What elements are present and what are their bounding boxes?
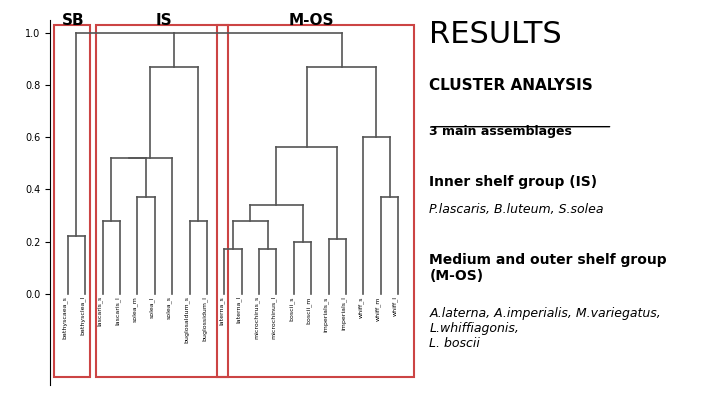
Text: laterna_s: laterna_s [219, 296, 225, 325]
Text: IS: IS [155, 13, 172, 28]
Text: buglossidum_l: buglossidum_l [201, 296, 207, 341]
Text: RESULTS: RESULTS [429, 20, 562, 49]
Text: whiff_l: whiff_l [392, 296, 398, 316]
Text: Medium and outer shelf group
(M-OS): Medium and outer shelf group (M-OS) [429, 253, 667, 283]
Text: whiff_s: whiff_s [358, 296, 364, 318]
Text: imperials_s: imperials_s [323, 296, 328, 332]
Text: P.lascaris, B.luteum, S.solea: P.lascaris, B.luteum, S.solea [429, 202, 604, 215]
Bar [217, 26, 414, 377]
Text: laterna_l: laterna_l [236, 296, 242, 324]
Text: microchirus_s: microchirus_s [253, 296, 259, 339]
Text: microchinus_l: microchinus_l [271, 296, 276, 339]
Text: whiff_m: whiff_m [375, 296, 381, 321]
Text: SB: SB [62, 13, 84, 28]
Text: boscii_m: boscii_m [305, 296, 311, 324]
Text: buglosaldum_s: buglosaldum_s [184, 296, 189, 343]
Text: bathyscaea_s: bathyscaea_s [62, 296, 68, 339]
Bar [54, 26, 91, 377]
Text: 3 main assemblages: 3 main assemblages [429, 125, 572, 138]
Text: lascaris_l: lascaris_l [114, 296, 120, 325]
Text: Inner shelf group (IS): Inner shelf group (IS) [429, 175, 598, 189]
Text: CLUSTER ANALYSIS: CLUSTER ANALYSIS [429, 78, 593, 93]
Text: lascaris_s: lascaris_s [97, 296, 102, 326]
Text: solea_s: solea_s [166, 296, 172, 319]
Text: solea_m: solea_m [132, 296, 138, 322]
Text: bathysclea_l: bathysclea_l [79, 296, 85, 335]
Text: solea_l: solea_l [149, 296, 155, 318]
Text: boscii_s: boscii_s [288, 296, 294, 321]
Text: A.laterna, A.imperialis, M.variegatus,
L.whiffiagonis,
L. boscii: A.laterna, A.imperialis, M.variegatus, L… [429, 307, 661, 350]
Text: imperials_l: imperials_l [341, 296, 346, 330]
Bar [96, 26, 228, 377]
Text: M-OS: M-OS [289, 13, 334, 28]
